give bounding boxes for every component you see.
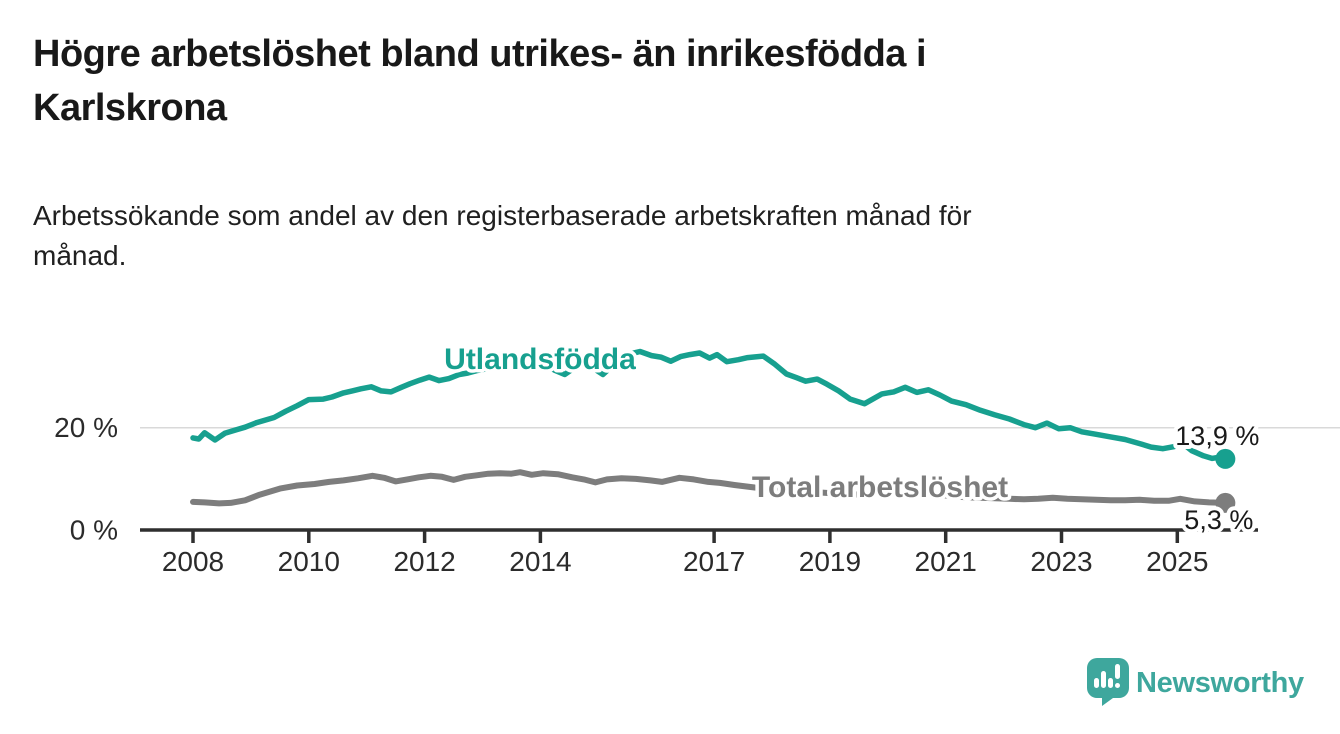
logo-exclamation-bar (1115, 664, 1120, 679)
x-tick-label: 2017 (683, 546, 745, 577)
chart-title: Högre arbetslöshet bland utrikes- än inr… (33, 28, 1253, 136)
y-tick-label: 0 % (70, 515, 118, 546)
chart-subtitle-line1: Arbetssökande som andel av den registerb… (33, 200, 972, 231)
series-end-dot (1215, 492, 1236, 513)
series-label-utlandsfodda: Utlandsfödda (444, 343, 636, 376)
series-line-total (190, 469, 1229, 507)
logo-bar-1 (1094, 678, 1099, 688)
x-tick-label: 2025 (1146, 546, 1208, 577)
end-value-label: 13,9 % (1175, 421, 1259, 451)
logo-exclamation-dot (1115, 683, 1120, 688)
end-value-labels: 13,9 % 5,3 % (1171, 417, 1263, 539)
series-line-utlandsfodda (190, 348, 1229, 462)
chart-title-line2: Karlskrona (33, 86, 227, 129)
newsworthy-logo-text: Newsworthy (1136, 667, 1304, 699)
series-end-dot (1215, 448, 1236, 469)
series-lines (190, 348, 1229, 507)
x-axis-ticks (191, 530, 1180, 543)
x-tick-label: 2014 (509, 546, 571, 577)
x-axis-tick-labels: 2008 2010 2012 2014 2017 2019 2021 2023 2025 (162, 546, 1209, 577)
y-axis-tick-labels: 20 % 0 % (54, 412, 118, 545)
chart-title-line1: Högre arbetslöshet bland utrikes- än inr… (33, 33, 927, 75)
x-tick-label: 2023 (1030, 546, 1092, 577)
x-tick-label: 2008 (162, 546, 224, 577)
y-tick-label: 20 % (54, 412, 118, 443)
series-label-total-arbetsloshet: Total arbetslöshet (752, 471, 1008, 504)
x-tick-label: 2012 (393, 546, 455, 577)
x-tick-label: 2019 (799, 546, 861, 577)
logo-bar-3 (1108, 678, 1113, 688)
newsworthy-logo: Newsworthy (1087, 658, 1304, 706)
newsworthy-logo-icon (1087, 658, 1129, 706)
series-end-dots (1215, 448, 1236, 513)
x-tick-label: 2010 (278, 546, 340, 577)
chart-subtitle-line2: månad. (33, 239, 127, 271)
logo-bar-2 (1101, 671, 1106, 688)
x-tick-label: 2021 (915, 546, 977, 577)
end-value-label: 5,3 % (1184, 505, 1253, 535)
chart-subtitle: Arbetssökande som andel av den registerb… (33, 196, 1253, 276)
